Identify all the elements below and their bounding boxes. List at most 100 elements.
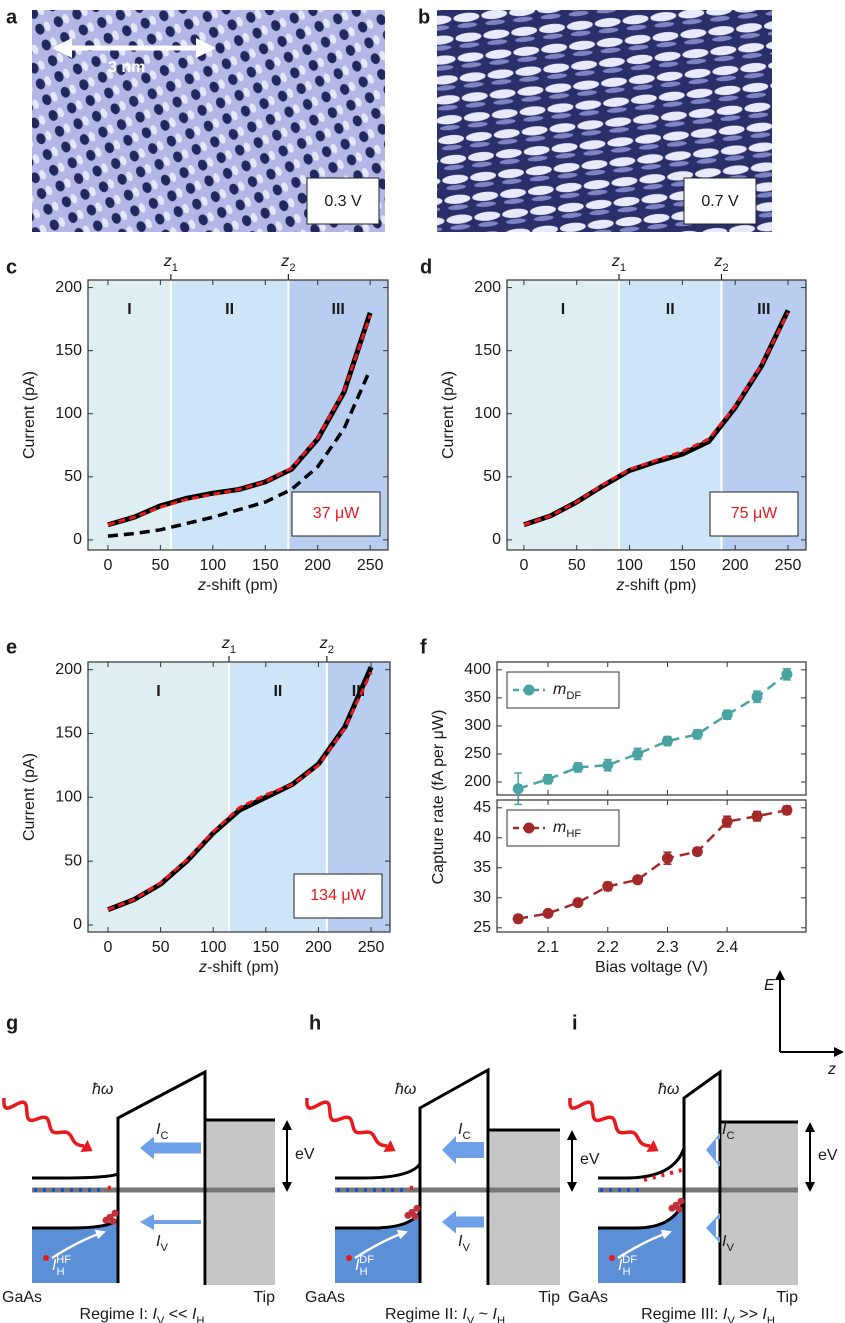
y-tick-label: 150 [55, 342, 82, 359]
x-tick-label: 0 [104, 939, 113, 956]
point [512, 783, 524, 795]
hole-current-label: IHDF [355, 1254, 374, 1278]
text-part: I [192, 1306, 197, 1323]
x-tick-label: 0 [519, 557, 528, 574]
text-part: Regime III: [641, 1306, 723, 1323]
current-label: IC [156, 1121, 169, 1142]
current-arrow [706, 1133, 720, 1167]
current-label: IV [156, 1233, 168, 1254]
text-part: DF [622, 1254, 637, 1266]
ev-label: eV [818, 1147, 838, 1164]
y-tick-label: 100 [55, 405, 82, 422]
text-part: z [198, 959, 207, 976]
point [632, 874, 644, 886]
hole [109, 1217, 117, 1225]
text-part: C [462, 1130, 470, 1142]
region [88, 662, 230, 932]
x-tick-label: 150 [252, 939, 279, 956]
point [751, 691, 763, 703]
bias-label: 0.3 V [324, 193, 362, 210]
annotation: 134 μW [310, 887, 366, 904]
x-tick-label: 100 [616, 557, 643, 574]
text-part: 1 [172, 262, 178, 274]
y-tick-label: 45 [473, 799, 491, 816]
hole [677, 1197, 685, 1205]
point [542, 907, 554, 919]
plot-frame [496, 661, 807, 796]
y-tick-label: 200 [464, 773, 491, 790]
point [602, 880, 614, 892]
regime-caption: Regime III: IV >> IH [641, 1306, 775, 1323]
ev-label: eV [580, 1151, 600, 1168]
text-part: DF [566, 690, 581, 702]
region-label: II [225, 301, 234, 318]
y-tick-label: 100 [474, 405, 501, 422]
region-label: III [332, 301, 345, 318]
tip [490, 1130, 560, 1285]
x-tick-label: 250 [775, 557, 802, 574]
text-part: C [160, 1130, 168, 1142]
text-part: 2 [289, 262, 295, 274]
point [632, 748, 644, 760]
photon-label: ħω [395, 1081, 416, 1098]
region-label: I [127, 301, 131, 318]
text-part: V [726, 1242, 734, 1254]
plot-frame [87, 279, 389, 551]
y-tick-label: 400 [464, 661, 491, 678]
bias-box [306, 177, 380, 225]
photon [2, 1097, 85, 1148]
text-part: I [462, 1306, 467, 1323]
text-part: I [492, 1306, 497, 1323]
current-label: IC [722, 1121, 735, 1142]
region [170, 280, 289, 550]
axis-label: E [764, 977, 775, 994]
text-part: I [722, 1121, 727, 1138]
point [542, 773, 554, 785]
bias-box [683, 177, 757, 225]
text-part: I [156, 1121, 161, 1138]
text-part: H [622, 1266, 630, 1278]
tip [722, 1122, 798, 1285]
y-axis-label: Capture rate (fA per μW) [430, 710, 447, 885]
valence-band-fill [598, 1200, 684, 1283]
panel-label: f [420, 636, 427, 658]
text-part: m [553, 819, 566, 836]
axis-label: z [827, 1061, 836, 1078]
material-label: Tip [538, 1289, 560, 1306]
text-part: V [462, 1242, 470, 1254]
x-tick-label: 100 [199, 557, 226, 574]
hole [346, 1255, 352, 1261]
text-part: V [727, 1315, 735, 1323]
boundary-label: z2 [319, 635, 334, 656]
trapped-electrons [107, 1185, 117, 1190]
relaxation-arrow [354, 1229, 408, 1260]
region [88, 280, 171, 550]
text-part: V [157, 1315, 165, 1323]
panel-label: b [418, 6, 430, 28]
series-line [523, 312, 790, 527]
annotation-box [291, 491, 381, 537]
x-tick-label: 50 [151, 557, 169, 574]
plot-frame [506, 279, 807, 551]
x-axis-label: z-shift (pm) [198, 959, 279, 976]
current-label: IC [458, 1121, 471, 1142]
legend-label: mDF [553, 681, 581, 702]
point [691, 846, 703, 858]
text-part: -shift (pm) [625, 577, 697, 594]
panel-label: c [6, 256, 17, 278]
series-line [107, 314, 372, 527]
text-part: I [762, 1306, 767, 1323]
material-label: GaAs [2, 1289, 42, 1306]
y-tick-label: 25 [473, 919, 491, 936]
series-line [107, 368, 372, 538]
y-tick-label: 0 [492, 531, 501, 548]
y-tick-label: 50 [483, 468, 501, 485]
tip [207, 1120, 275, 1285]
trapped-electrons [409, 1185, 419, 1190]
relaxation-arrow [51, 1229, 106, 1260]
text-part: -shift (pm) [206, 577, 278, 594]
panel-label: h [309, 1012, 321, 1034]
text-part: H [56, 1266, 64, 1278]
